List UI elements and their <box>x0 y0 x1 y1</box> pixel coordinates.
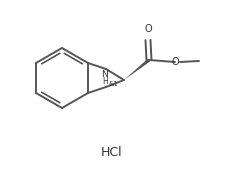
Text: H: H <box>102 77 108 86</box>
Text: &1: &1 <box>109 81 119 87</box>
Text: O: O <box>171 57 179 67</box>
Polygon shape <box>124 59 150 80</box>
Text: N: N <box>102 70 108 79</box>
Text: O: O <box>144 24 152 34</box>
Text: HCl: HCl <box>101 145 123 158</box>
